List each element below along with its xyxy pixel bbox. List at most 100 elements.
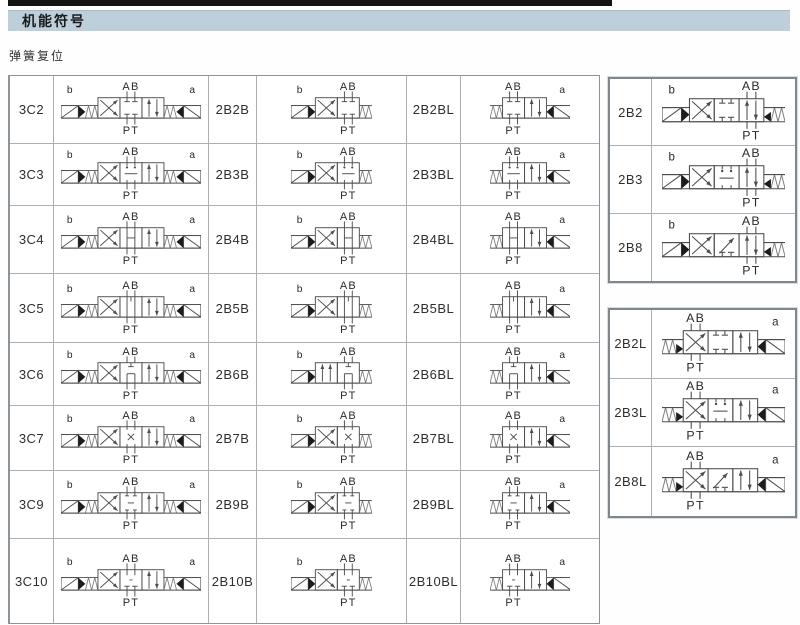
solenoid-icon [546,303,571,318]
valve-symbol-cell: AB PT b [652,79,795,147]
svg-text:AB: AB [340,411,357,422]
solenoid-icon [661,107,690,123]
model-label: 2B10B [209,539,257,623]
valve-diagram: AB PT b [291,212,372,267]
svg-text:b: b [297,150,303,161]
model-label: 3C3 [10,144,54,206]
svg-text:PT: PT [123,323,139,335]
valve-diagram: AB PT b a [61,212,201,267]
svg-text:AB: AB [340,147,357,158]
svg-text:PT: PT [742,129,760,143]
flow-position-box [682,398,709,423]
solenoid-icon [176,170,201,184]
flow-position-box [682,330,709,355]
spring-icon [358,303,372,317]
solenoid-icon [291,303,316,318]
svg-text:PT: PT [123,520,139,532]
svg-text:PT: PT [340,125,356,137]
flow-position-box [336,97,360,119]
solenoid-icon [291,500,316,514]
svg-text:PT: PT [505,190,521,202]
svg-text:AB: AB [122,82,139,93]
valve-symbol-cell: AB PT a [652,447,795,516]
spring-icon [85,303,99,317]
flow-position-box [97,295,121,318]
flow-position-box [682,467,709,492]
model-label: 3C7 [10,406,54,471]
flow-position-box [141,568,165,591]
valve-diagram: AB PT a [661,313,786,374]
svg-text:AB: AB [122,212,139,223]
flow-position-box [523,162,547,184]
model-label: 2B3B [209,144,257,206]
flow-position-box [97,568,121,591]
solenoid-icon [757,338,786,355]
svg-text:a: a [559,215,565,226]
svg-text:AB: AB [122,411,139,422]
svg-text:AB: AB [122,281,139,292]
model-label: 2B4BL [407,206,461,274]
flow-position-box [97,492,121,514]
flow-position-box [314,162,338,184]
solenoid-icon [61,235,86,249]
svg-text:a: a [559,557,565,568]
flow-position-box [336,361,360,384]
spring-icon [489,369,503,383]
spring-icon [770,107,786,123]
flow-position-box [141,361,165,384]
flow-position-box [336,295,360,318]
solenoid-icon [546,433,571,448]
model-label: 3C4 [10,206,54,274]
spring-icon [163,500,177,514]
svg-text:AB: AB [340,281,357,292]
valve-symbol-cell: AB PT a [461,343,599,406]
flow-position-box [738,98,765,123]
svg-text:AB: AB [340,82,357,93]
solenoid-icon [546,235,571,249]
svg-text:PT: PT [340,255,356,267]
top-rule [8,0,612,6]
valve-diagram: AB PT b [291,82,372,137]
svg-text:b: b [67,557,73,568]
valve-diagram: AB PT b [661,148,786,210]
flow-position-box [314,227,338,249]
valve-diagram: AB PT b a [61,82,201,137]
flow-position-box [119,97,143,119]
flow-position-box [314,97,338,119]
valve-symbol-cell: AB PT b a [54,274,209,343]
svg-text:AB: AB [340,477,357,488]
svg-text:PT: PT [505,389,521,401]
flow-position-box [141,425,165,448]
svg-text:AB: AB [742,148,761,160]
solenoid-icon [291,576,316,591]
svg-text:PT: PT [505,125,521,137]
flow-position-box [523,361,547,384]
spring-icon [770,174,786,190]
svg-text:PT: PT [686,429,704,443]
solenoid-icon [546,105,571,119]
flow-position-box [732,330,759,355]
svg-text:PT: PT [505,596,521,608]
svg-text:b: b [297,215,303,226]
solenoid-icon [291,369,316,384]
solenoid-icon [61,105,86,119]
svg-text:a: a [189,557,195,568]
valve-diagram: AB PT b a [61,281,201,335]
solenoid-icon [176,369,201,384]
svg-text:a: a [559,85,565,96]
model-label: 2B3BL [407,144,461,206]
model-label: 2B8 [610,213,652,281]
svg-text:PT: PT [123,453,139,465]
flow-position-box [97,425,121,448]
svg-text:PT: PT [742,264,760,278]
flow-position-box [688,233,715,258]
flow-position-box [119,568,143,591]
valve-symbol-cell: AB PT b a [54,206,209,274]
svg-text:b: b [668,220,674,232]
flow-position-box [501,425,525,448]
spring-icon [489,105,503,119]
model-label: 2B2BL [407,76,461,144]
valve-diagram: AB PT b a [61,347,201,401]
svg-text:AB: AB [505,212,522,223]
spring-icon [489,576,503,590]
